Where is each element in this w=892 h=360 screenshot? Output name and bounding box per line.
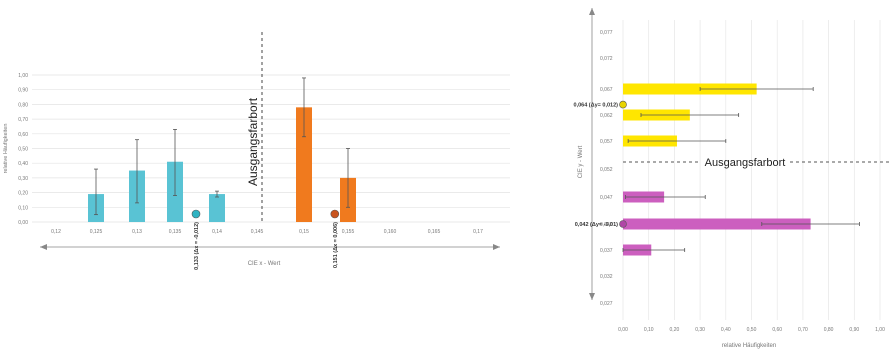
x-tick-label: 0,15 bbox=[299, 229, 309, 235]
marker-label: 0,064 (Δy= 0,012) bbox=[574, 103, 619, 109]
reference-label: Ausgangsfarbort bbox=[246, 97, 260, 186]
x-tick-label: 0,50 bbox=[747, 327, 757, 333]
y-tick-label: 0,032 bbox=[600, 274, 613, 280]
y-tick-label: 0,80 bbox=[18, 102, 28, 108]
y-tick-label: 0,90 bbox=[18, 88, 28, 94]
marker-label: 0,042 (Δy= -0,01) bbox=[575, 222, 618, 228]
y-tick-label: 0,20 bbox=[18, 191, 28, 197]
y-tick-label: 0,50 bbox=[18, 147, 28, 153]
y-tick-label: 0,052 bbox=[600, 167, 613, 173]
arrow-down-icon bbox=[589, 293, 595, 300]
reference-label: Ausgangsfarbort bbox=[705, 157, 786, 169]
marker-label: 0,151 (Δx = 0,006) bbox=[333, 222, 339, 268]
y-tick-label: 0,072 bbox=[600, 56, 613, 62]
x-tick-label: 0,80 bbox=[824, 327, 834, 333]
y-axis-label: CIE y - Wert bbox=[578, 145, 584, 178]
y-tick-label: 0,047 bbox=[600, 195, 613, 201]
y-tick-label: 0,077 bbox=[600, 30, 613, 36]
x-tick-label: 0,160 bbox=[384, 229, 397, 235]
arrow-up-icon bbox=[589, 8, 595, 15]
x-tick-label: 0,60 bbox=[772, 327, 782, 333]
x-tick-label: 0,135 bbox=[169, 229, 182, 235]
y-tick-label: 1,00 bbox=[18, 73, 28, 79]
right-chart: 0,00 0,10 0,20 0,30 0,40 0,50 0,60 0,70 0,80 0,90… bbox=[574, 8, 890, 349]
y-tick-label: 0,70 bbox=[18, 117, 28, 123]
x-tick-label: 0,20 bbox=[670, 327, 680, 333]
y-axis-label: relative Häufigkeiten bbox=[3, 124, 9, 174]
x-tick-label: 0,90 bbox=[849, 327, 859, 333]
left-chart: 0,00 0,10 0,20 0,30 0,40 0,50 0,60 0,70 0,80 0,90… bbox=[3, 32, 510, 270]
y-tick-label: 0,062 bbox=[600, 113, 613, 119]
x-tick-label: 0,125 bbox=[90, 229, 103, 235]
x-tick-label: 0,00 bbox=[618, 327, 628, 333]
x-tick-label: 0,10 bbox=[644, 327, 654, 333]
x-tick-label: 1,00 bbox=[875, 327, 885, 333]
y-tick-label: 0,037 bbox=[600, 248, 613, 254]
y-tick-label: 0,10 bbox=[18, 205, 28, 211]
x-tick-label: 0,40 bbox=[721, 327, 731, 333]
x-tick-label: 0,13 bbox=[132, 229, 142, 235]
x-tick-label: 0,165 bbox=[428, 229, 441, 235]
x-axis-label: CIE x - Wert bbox=[248, 261, 281, 267]
marker-dot bbox=[619, 100, 627, 109]
y-tick-label: 0,30 bbox=[18, 176, 28, 182]
marker-dot bbox=[191, 209, 201, 219]
y-tick-label: 0,60 bbox=[18, 132, 28, 138]
x-tick-label: 0,17 bbox=[473, 229, 483, 235]
y-tick-label: 0,00 bbox=[18, 220, 28, 226]
x-tick-label: 0,70 bbox=[798, 327, 808, 333]
x-tick-label: 0,155 bbox=[342, 229, 355, 235]
bar bbox=[209, 194, 225, 222]
bar bbox=[623, 218, 811, 230]
bar bbox=[623, 83, 757, 95]
x-tick-label: 0,12 bbox=[51, 229, 61, 235]
marker-label: 0,133 (Δx = -0,012) bbox=[194, 222, 200, 270]
marker-dot bbox=[619, 220, 627, 228]
x-tick-label: 0,30 bbox=[695, 327, 705, 333]
x-tick-label: 0,14 bbox=[212, 229, 222, 235]
marker-dot bbox=[330, 209, 340, 219]
arrow-right-icon bbox=[493, 244, 500, 250]
y-tick-label: 0,067 bbox=[600, 87, 613, 93]
y-tick-label: 0,057 bbox=[600, 139, 613, 145]
y-tick-label: 0,40 bbox=[18, 161, 28, 167]
arrow-left-icon bbox=[40, 244, 47, 250]
bar bbox=[296, 107, 312, 222]
y-tick-label: 0,027 bbox=[600, 301, 613, 307]
x-axis-label: relative Häufigkeiten bbox=[722, 343, 776, 349]
x-tick-label: 0,145 bbox=[251, 229, 264, 235]
y-tick-label: 0,042 bbox=[600, 222, 613, 228]
